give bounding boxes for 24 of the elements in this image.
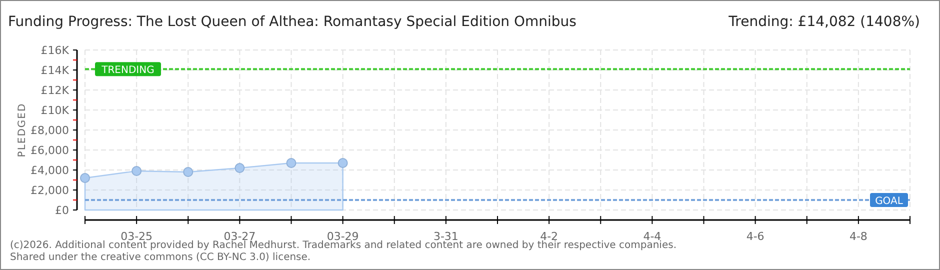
- point: [286, 158, 296, 168]
- point: [338, 158, 348, 168]
- y-tick-label: £10K: [40, 104, 70, 117]
- x-tick-label: 4-8: [849, 230, 868, 243]
- point: [132, 166, 142, 176]
- ref-line-label: GOAL: [875, 196, 904, 207]
- point: [234, 163, 245, 173]
- point: [80, 173, 90, 183]
- y-axis-title: PLEDGED: [17, 102, 28, 158]
- y-tick-label: £4,000: [30, 164, 69, 177]
- y-tick-label: £16K: [40, 44, 70, 57]
- y-tick-label: £14K: [40, 64, 70, 77]
- y-tick-label: £6,000: [30, 144, 69, 157]
- y-tick-label: £2,000: [30, 184, 69, 197]
- y-tick-label: £8,000: [30, 124, 69, 137]
- chart-title: Funding Progress: The Lost Queen of Althea: Romantasy Special Edition Omnibus: [8, 14, 576, 30]
- point: [183, 167, 194, 177]
- text: Shared under the creative commons (CC BY-NC 3.0) license.: [10, 252, 311, 263]
- text: (c)2026. Additional content provided by Rachel Medhurst. Trademarks and related content are owned by their respective companies.: [10, 240, 677, 251]
- ref-line-label: TRENDING: [100, 65, 154, 76]
- y-tick-label: £0: [55, 204, 69, 217]
- chart-subtitle: Trending: £14,082 (1408%): [728, 14, 920, 30]
- x-tick-label: 4-6: [746, 230, 764, 243]
- y-tick-label: £12K: [40, 84, 70, 97]
